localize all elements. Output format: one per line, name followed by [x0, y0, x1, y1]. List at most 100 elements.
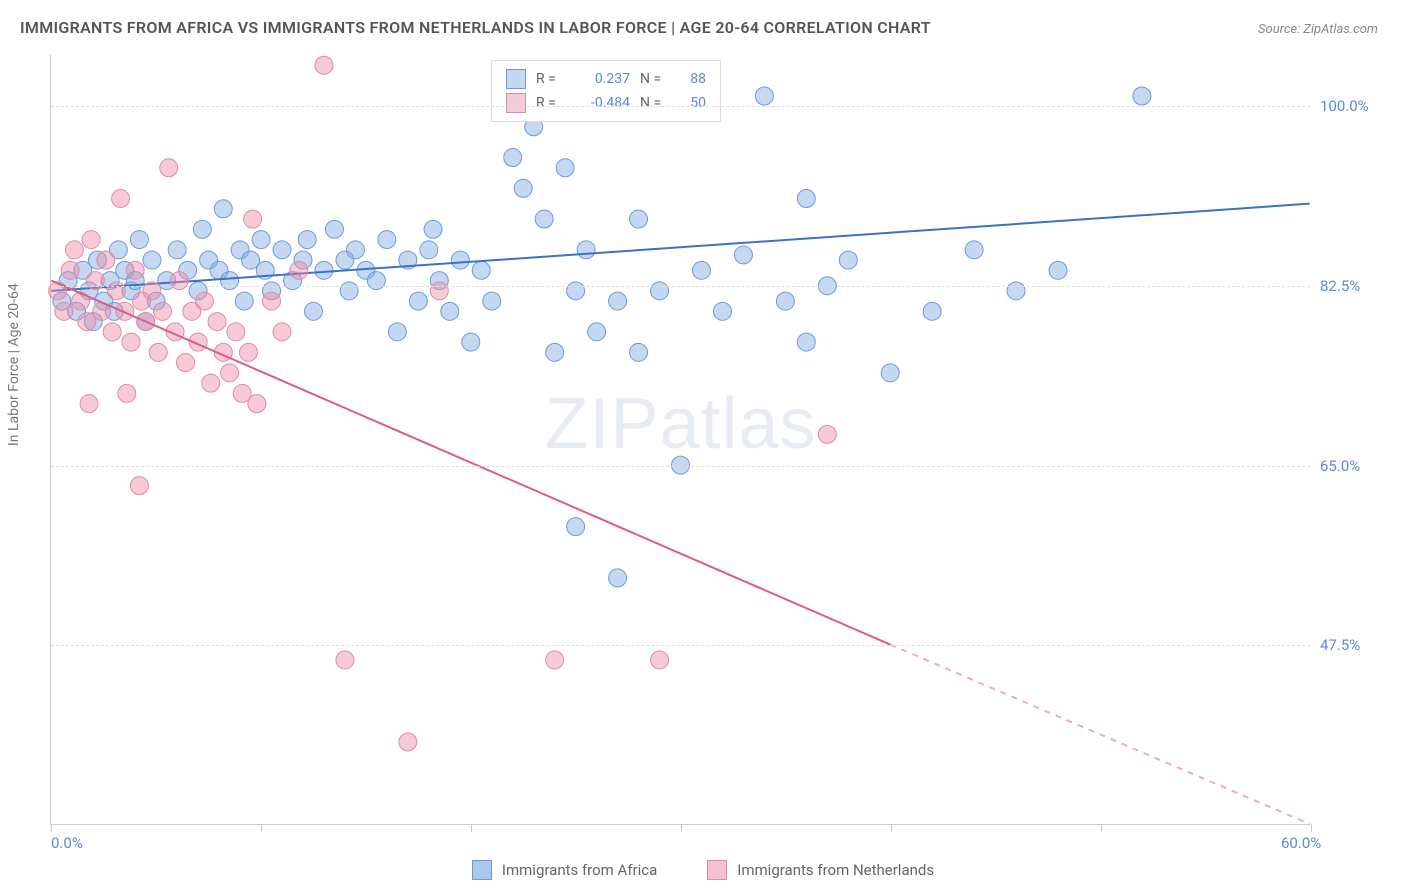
- data-point: [214, 200, 232, 218]
- data-point: [630, 210, 648, 228]
- data-point: [202, 374, 220, 392]
- data-point: [72, 292, 90, 310]
- data-point: [378, 231, 396, 249]
- xtick: [1311, 824, 1312, 832]
- data-point: [239, 343, 257, 361]
- data-point: [755, 87, 773, 105]
- data-point: [290, 261, 308, 279]
- xtick: [891, 824, 892, 832]
- data-point: [1007, 282, 1025, 300]
- trend-line-extrapolated: [890, 645, 1309, 824]
- chart-title: IMMIGRANTS FROM AFRICA VS IMMIGRANTS FRO…: [20, 18, 931, 37]
- data-point: [168, 241, 186, 259]
- data-point: [160, 159, 178, 177]
- data-point: [346, 241, 364, 259]
- xtick-label: 0.0%: [51, 834, 83, 852]
- data-point: [195, 292, 213, 310]
- xtick: [261, 824, 262, 832]
- legend-swatch: [707, 860, 727, 880]
- data-point: [409, 292, 427, 310]
- legend-r-label: R =: [536, 95, 562, 111]
- data-point: [315, 56, 333, 74]
- data-point: [651, 282, 669, 300]
- xtick: [471, 824, 472, 832]
- legend-row: R =-0.484N =50: [506, 91, 706, 115]
- data-point: [143, 251, 161, 269]
- gridline: [51, 645, 1310, 646]
- ytick-label: 47.5%: [1320, 636, 1390, 654]
- legend-n-label: N =: [640, 71, 666, 87]
- data-point: [118, 384, 136, 402]
- ytick-label: 65.0%: [1320, 457, 1390, 475]
- ytick-label: 82.5%: [1320, 277, 1390, 295]
- stats-legend: R =0.237N =88R =-0.484N =50: [491, 60, 721, 122]
- legend-label: Immigrants from Africa: [502, 861, 657, 879]
- data-point: [965, 241, 983, 259]
- data-point: [208, 313, 226, 331]
- legend-swatch: [506, 93, 526, 113]
- data-point: [49, 282, 67, 300]
- data-point: [546, 343, 564, 361]
- data-point: [263, 292, 281, 310]
- data-point: [126, 261, 144, 279]
- data-point: [651, 651, 669, 669]
- data-point: [65, 241, 83, 259]
- legend-r-value: -0.484: [572, 95, 630, 111]
- data-point: [535, 210, 553, 228]
- data-point: [273, 241, 291, 259]
- data-point: [193, 220, 211, 238]
- data-point: [298, 231, 316, 249]
- data-point: [420, 241, 438, 259]
- data-point: [149, 343, 167, 361]
- data-point: [399, 733, 417, 751]
- ytick-label: 100.0%: [1320, 97, 1390, 115]
- source-label: Source: ZipAtlas.com: [1258, 22, 1378, 37]
- data-point: [713, 302, 731, 320]
- y-axis-label: In Labor Force | Age 20-64: [6, 283, 22, 446]
- data-point: [818, 425, 836, 443]
- data-point: [82, 231, 100, 249]
- data-point: [143, 282, 161, 300]
- data-point: [451, 251, 469, 269]
- plot-svg: [51, 55, 1310, 824]
- data-point: [177, 354, 195, 372]
- data-point: [248, 395, 266, 413]
- data-point: [609, 569, 627, 587]
- data-point: [122, 333, 140, 351]
- data-point: [153, 302, 171, 320]
- data-point: [588, 323, 606, 341]
- data-point: [130, 231, 148, 249]
- data-point: [734, 246, 752, 264]
- data-point: [336, 651, 354, 669]
- data-point: [340, 282, 358, 300]
- legend-r-value: 0.237: [572, 71, 630, 87]
- data-point: [556, 159, 574, 177]
- bottom-legend: Immigrants from Africa Immigrants from Ne…: [0, 860, 1406, 880]
- data-point: [839, 251, 857, 269]
- data-point: [776, 292, 794, 310]
- data-point: [304, 302, 322, 320]
- gridline: [51, 466, 1310, 467]
- data-point: [630, 343, 648, 361]
- data-point: [325, 220, 343, 238]
- data-point: [424, 220, 442, 238]
- data-point: [227, 323, 245, 341]
- legend-label: Immigrants from Netherlands: [737, 861, 934, 879]
- data-point: [107, 282, 125, 300]
- data-point: [514, 179, 532, 197]
- data-point: [567, 282, 585, 300]
- data-point: [1049, 261, 1067, 279]
- data-point: [472, 261, 490, 279]
- gridline: [51, 286, 1310, 287]
- data-point: [116, 302, 134, 320]
- bottom-legend-item: Immigrants from Africa: [472, 860, 657, 880]
- xtick: [1101, 824, 1102, 832]
- data-point: [55, 302, 73, 320]
- legend-swatch: [472, 860, 492, 880]
- data-point: [1133, 87, 1151, 105]
- data-point: [97, 251, 115, 269]
- legend-n-label: N =: [640, 95, 666, 111]
- data-point: [103, 323, 121, 341]
- data-point: [504, 149, 522, 167]
- xtick-label: 60.0%: [1281, 834, 1321, 852]
